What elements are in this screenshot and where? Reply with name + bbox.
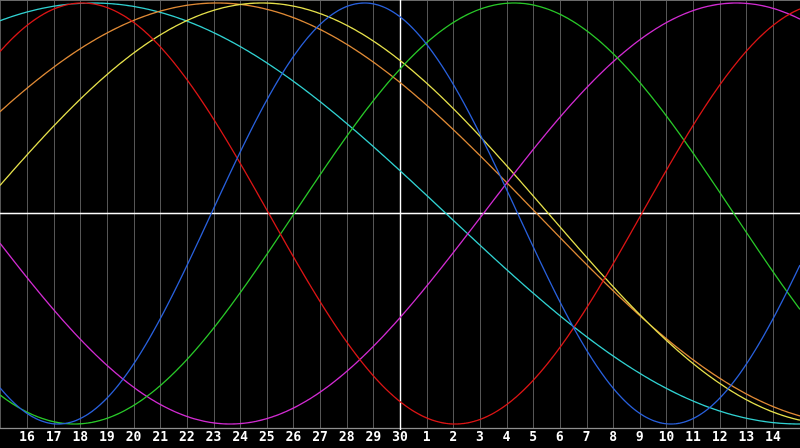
curve-cycle-43-day [0, 2, 800, 421]
curve-cycle-38-day [0, 2, 800, 425]
curve-cycle-23-day [0, 2, 800, 425]
curve-cycle-28-day [0, 2, 800, 425]
curve-cycle-48-day [0, 2, 800, 417]
curve-cycle-53-day [0, 2, 800, 425]
curve-cycle-33-day [0, 2, 800, 425]
